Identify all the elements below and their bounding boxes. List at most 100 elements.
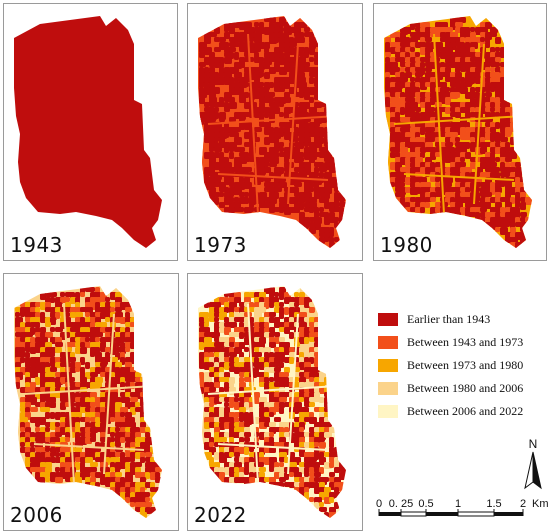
- legend-label: Between 1973 and 1980: [407, 358, 524, 372]
- land-patch: [420, 162, 426, 168]
- land-patch: [224, 107, 230, 112]
- land-patch: [219, 102, 225, 107]
- land-patch: [309, 482, 315, 488]
- land-patch: [219, 422, 225, 430]
- land-patch: [45, 407, 50, 412]
- land-patch: [90, 447, 96, 453]
- land-patch: [470, 32, 476, 38]
- street-line: [207, 115, 339, 125]
- land-patch: [219, 97, 224, 103]
- land-patch: [65, 312, 70, 317]
- land-patch: [485, 97, 491, 103]
- land-patch: [495, 37, 501, 44]
- land-patch: [324, 422, 332, 427]
- land-patch: [204, 332, 210, 337]
- land-patch: [50, 327, 55, 332]
- land-patch: [385, 102, 390, 108]
- map-panel-1943: 1943: [3, 3, 178, 261]
- land-patch: [410, 47, 415, 52]
- land-patch: [329, 237, 334, 243]
- land-patch: [135, 467, 141, 473]
- land-patch: [85, 422, 90, 428]
- land-patch: [279, 147, 284, 152]
- land-patch: [75, 477, 82, 485]
- street-line: [403, 173, 515, 181]
- land-patch: [55, 477, 63, 483]
- land-patch: [229, 352, 237, 357]
- land-patch: [299, 202, 304, 210]
- land-patch: [224, 342, 229, 347]
- land-patch: [40, 447, 46, 452]
- land-patch: [229, 147, 234, 152]
- land-patch: [480, 37, 485, 42]
- land-patch: [234, 42, 240, 47]
- land-patch: [284, 172, 290, 178]
- land-patch: [65, 297, 70, 302]
- land-patch: [460, 177, 466, 183]
- land-patch: [120, 392, 126, 397]
- land-patch: [510, 167, 516, 172]
- land-patch: [284, 162, 290, 168]
- land-patch: [110, 417, 115, 422]
- land-patch: [450, 132, 458, 137]
- land-patch: [430, 137, 435, 142]
- land-patch: [50, 347, 56, 353]
- land-patch: [309, 337, 315, 342]
- legend-item: Between 1943 and 1973: [378, 331, 548, 354]
- land-patch: [480, 137, 485, 143]
- legend-label: Between 2006 and 2022: [407, 404, 524, 418]
- land-patch: [450, 107, 456, 112]
- land-patch: [259, 72, 264, 77]
- land-patch: [410, 182, 415, 188]
- land-patch: [145, 497, 150, 502]
- land-patch: [85, 342, 91, 348]
- map-2006: [14, 286, 162, 518]
- land-patch: [45, 332, 53, 338]
- land-patch: [199, 322, 205, 327]
- land-patch: [249, 202, 254, 208]
- land-patch: [80, 342, 85, 348]
- land-patch: [289, 47, 295, 55]
- land-patch: [445, 27, 453, 32]
- map-1973: [198, 16, 346, 248]
- land-patch: [495, 157, 500, 162]
- land-patch: [410, 22, 415, 30]
- land-patch: [95, 377, 103, 383]
- land-patch: [35, 322, 40, 328]
- land-patch: [475, 182, 481, 187]
- land-patch: [334, 187, 342, 192]
- land-patch: [410, 162, 415, 168]
- land-patch: [289, 332, 294, 339]
- street-line: [63, 303, 75, 485]
- land-patch: [334, 487, 339, 493]
- land-patch: [400, 107, 405, 115]
- land-patch: [214, 152, 220, 158]
- land-patch: [390, 117, 396, 123]
- land-patch: [239, 437, 244, 443]
- land-patch: [30, 457, 36, 463]
- land-patch: [135, 442, 140, 447]
- land-patch: [249, 477, 255, 483]
- land-patch: [70, 392, 75, 398]
- scale-segment: [400, 511, 427, 517]
- land-patch: [219, 192, 224, 197]
- land-patch: [219, 117, 225, 122]
- land-patch: [465, 192, 471, 197]
- land-patch: [475, 87, 481, 92]
- land-patch: [440, 127, 446, 132]
- land-patch: [284, 62, 290, 68]
- land-patch: [85, 332, 91, 337]
- land-patch: [259, 402, 265, 408]
- land-patch: [100, 347, 106, 352]
- legend-item: Between 2006 and 2022: [378, 400, 548, 423]
- land-patch: [140, 422, 146, 428]
- land-patch: [209, 67, 215, 73]
- land-patch: [279, 312, 284, 319]
- land-patch: [435, 192, 443, 197]
- land-patch: [405, 117, 411, 122]
- land-patch: [145, 472, 150, 479]
- land-patch: [520, 197, 526, 202]
- land-patch: [279, 207, 284, 213]
- land-patch: [400, 67, 405, 72]
- land-patch: [239, 377, 244, 383]
